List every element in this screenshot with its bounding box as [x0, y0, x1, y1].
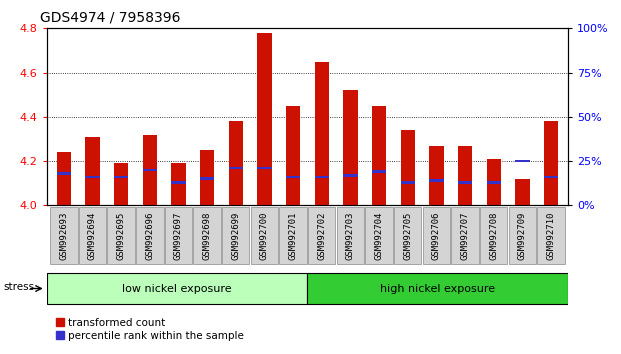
- FancyBboxPatch shape: [394, 206, 422, 264]
- Legend: transformed count, percentile rank within the sample: transformed count, percentile rank withi…: [52, 314, 248, 345]
- Text: GSM992695: GSM992695: [117, 211, 125, 259]
- Text: GSM992693: GSM992693: [59, 211, 68, 259]
- Bar: [515, 160, 530, 162]
- Bar: [372, 106, 386, 205]
- FancyBboxPatch shape: [365, 206, 393, 264]
- Bar: [114, 163, 129, 205]
- FancyBboxPatch shape: [251, 206, 278, 264]
- Bar: [85, 137, 99, 205]
- FancyBboxPatch shape: [480, 206, 507, 264]
- Bar: [229, 167, 243, 170]
- FancyBboxPatch shape: [165, 206, 192, 264]
- Bar: [257, 33, 271, 205]
- FancyBboxPatch shape: [136, 206, 163, 264]
- Bar: [429, 179, 443, 182]
- Bar: [458, 181, 472, 184]
- Bar: [200, 177, 214, 180]
- FancyBboxPatch shape: [451, 206, 479, 264]
- Bar: [401, 130, 415, 205]
- Text: GSM992703: GSM992703: [346, 211, 355, 259]
- Bar: [171, 181, 186, 184]
- FancyBboxPatch shape: [308, 206, 335, 264]
- FancyBboxPatch shape: [279, 206, 307, 264]
- Text: GSM992707: GSM992707: [461, 211, 469, 259]
- Bar: [286, 176, 300, 178]
- Bar: [429, 145, 443, 205]
- Bar: [57, 152, 71, 205]
- Bar: [343, 174, 358, 177]
- FancyBboxPatch shape: [307, 273, 568, 304]
- Text: GSM992704: GSM992704: [374, 211, 384, 259]
- Bar: [85, 176, 99, 178]
- Text: GSM992710: GSM992710: [546, 211, 556, 259]
- FancyBboxPatch shape: [50, 206, 78, 264]
- Text: low nickel exposure: low nickel exposure: [122, 284, 232, 293]
- FancyBboxPatch shape: [79, 206, 106, 264]
- Bar: [200, 150, 214, 205]
- Text: GSM992706: GSM992706: [432, 211, 441, 259]
- FancyBboxPatch shape: [423, 206, 450, 264]
- Bar: [229, 121, 243, 205]
- Bar: [401, 181, 415, 184]
- Bar: [486, 181, 501, 184]
- Bar: [171, 163, 186, 205]
- Text: GSM992698: GSM992698: [202, 211, 212, 259]
- Bar: [458, 145, 472, 205]
- Text: GSM992702: GSM992702: [317, 211, 326, 259]
- Text: GSM992696: GSM992696: [145, 211, 154, 259]
- Bar: [57, 172, 71, 175]
- Text: GSM992697: GSM992697: [174, 211, 183, 259]
- Bar: [315, 62, 329, 205]
- FancyBboxPatch shape: [47, 273, 307, 304]
- FancyBboxPatch shape: [222, 206, 250, 264]
- Text: GDS4974 / 7958396: GDS4974 / 7958396: [40, 11, 181, 25]
- FancyBboxPatch shape: [537, 206, 564, 264]
- Bar: [286, 106, 300, 205]
- Bar: [544, 176, 558, 178]
- Text: GSM992708: GSM992708: [489, 211, 498, 259]
- Bar: [544, 121, 558, 205]
- Bar: [315, 176, 329, 178]
- Bar: [515, 179, 530, 205]
- FancyBboxPatch shape: [107, 206, 135, 264]
- FancyBboxPatch shape: [193, 206, 221, 264]
- Text: GSM992700: GSM992700: [260, 211, 269, 259]
- Bar: [114, 176, 129, 178]
- Text: GSM992705: GSM992705: [403, 211, 412, 259]
- Text: GSM992699: GSM992699: [231, 211, 240, 259]
- Text: high nickel exposure: high nickel exposure: [380, 284, 496, 293]
- FancyBboxPatch shape: [337, 206, 364, 264]
- Bar: [343, 90, 358, 205]
- Bar: [143, 135, 157, 205]
- Text: GSM992709: GSM992709: [518, 211, 527, 259]
- Bar: [143, 169, 157, 171]
- Bar: [257, 167, 271, 170]
- Text: GSM992694: GSM992694: [88, 211, 97, 259]
- Text: stress: stress: [3, 282, 34, 292]
- Bar: [372, 170, 386, 173]
- FancyBboxPatch shape: [509, 206, 536, 264]
- Bar: [486, 159, 501, 205]
- Text: GSM992701: GSM992701: [289, 211, 297, 259]
